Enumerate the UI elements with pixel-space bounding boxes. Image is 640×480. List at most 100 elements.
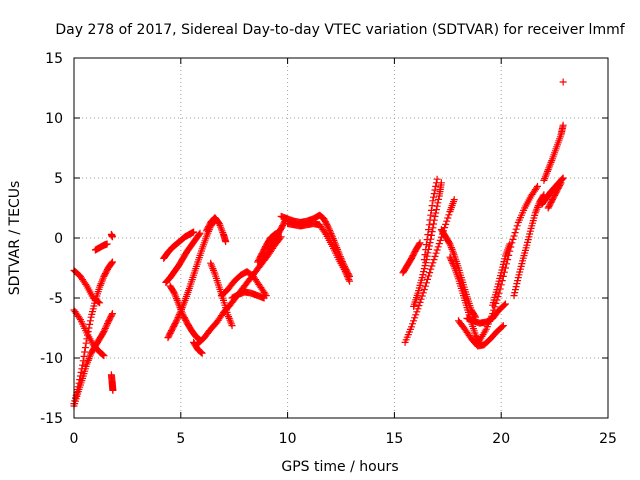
data-point <box>427 231 435 239</box>
data-point <box>447 255 455 263</box>
data-point <box>427 265 435 273</box>
series-arc-24 <box>410 179 445 310</box>
data-point <box>427 211 435 219</box>
data-point <box>449 260 457 268</box>
data-point <box>82 280 90 288</box>
data-point <box>430 193 438 201</box>
data-point <box>511 286 519 294</box>
x-tick-label: 25 <box>599 431 617 447</box>
data-point <box>86 317 94 325</box>
data-point <box>407 323 415 331</box>
data-point <box>83 335 91 343</box>
chart-title: Day 278 of 2017, Sidereal Day-to-day VTE… <box>55 22 625 38</box>
series-arc-10 <box>164 216 219 342</box>
x-tick-label: 10 <box>279 431 297 447</box>
data-point <box>513 280 521 288</box>
data-point <box>430 220 438 228</box>
data-point <box>421 282 429 290</box>
data-point <box>559 121 567 129</box>
data-point <box>433 175 441 183</box>
data-point <box>420 256 428 264</box>
data-point <box>498 323 506 331</box>
data-point <box>431 186 439 194</box>
series-arc-31 <box>489 240 514 309</box>
series-arc-19 <box>260 216 289 264</box>
data-point <box>95 298 103 306</box>
data-point <box>446 253 454 261</box>
data-point <box>429 197 437 205</box>
data-point <box>514 277 522 285</box>
data-point <box>424 275 432 283</box>
series-arc-6 <box>107 230 116 241</box>
data-point <box>228 322 236 330</box>
data-point <box>108 310 116 318</box>
data-point <box>511 229 519 237</box>
series-arc-35 <box>544 179 565 212</box>
data-point <box>510 232 518 240</box>
data-point <box>423 236 431 244</box>
data-point <box>261 290 269 298</box>
data-point <box>448 258 456 266</box>
data-point <box>345 276 353 284</box>
data-point <box>432 209 440 217</box>
series-arc-30 <box>476 182 542 344</box>
data-point <box>431 252 439 260</box>
x-tick-label: 5 <box>176 431 185 447</box>
data-point <box>512 283 520 291</box>
data-point <box>173 315 181 323</box>
data-point <box>489 310 497 318</box>
data-point <box>435 240 443 248</box>
data-point <box>103 320 111 328</box>
data-point <box>428 262 436 270</box>
data-point <box>415 302 423 310</box>
data-point <box>436 236 444 244</box>
data-point <box>190 228 198 236</box>
data-point <box>426 269 434 277</box>
data-point <box>557 179 565 187</box>
plot-frame <box>73 57 609 419</box>
data-point <box>326 226 334 234</box>
data-point <box>342 269 350 277</box>
data-point <box>343 272 351 280</box>
data-point <box>108 311 116 319</box>
data-point <box>323 222 331 230</box>
data-point <box>432 182 440 190</box>
data-point <box>435 195 443 203</box>
data-point <box>195 230 203 238</box>
series-arc-27 <box>446 253 484 348</box>
data-point <box>558 176 566 184</box>
data-point <box>410 317 418 325</box>
data-point <box>425 226 433 234</box>
y-tick-label: 15 <box>45 51 63 67</box>
data-point <box>426 216 434 224</box>
data-point <box>512 225 520 233</box>
data-point <box>101 324 109 332</box>
axis-ticks: 0 5 10 15 20 25 15 10 5 0 -5 -10 -15 <box>40 51 617 447</box>
data-point <box>556 180 564 188</box>
data-point <box>430 256 438 264</box>
data-point <box>198 349 206 357</box>
y-tick-label: -15 <box>40 411 63 427</box>
data-point <box>416 239 424 247</box>
data-point <box>75 314 83 322</box>
data-point <box>559 174 567 182</box>
data-point <box>412 311 420 319</box>
data-point <box>450 196 458 204</box>
data-point <box>415 240 423 248</box>
series-arc-17 <box>228 288 268 302</box>
data-point <box>343 271 351 279</box>
y-tick-label: -5 <box>49 291 63 307</box>
series-arc-34 <box>540 121 567 184</box>
data-point <box>420 265 428 273</box>
data-point <box>409 320 417 328</box>
y-tick-label: 10 <box>45 111 63 127</box>
data-point <box>442 220 450 228</box>
data-point <box>101 326 109 334</box>
series-arc-21 <box>284 220 354 285</box>
data-point <box>341 268 349 276</box>
data-point <box>429 259 437 267</box>
data-point <box>81 344 89 352</box>
data-point <box>79 361 87 369</box>
data-point <box>428 202 436 210</box>
